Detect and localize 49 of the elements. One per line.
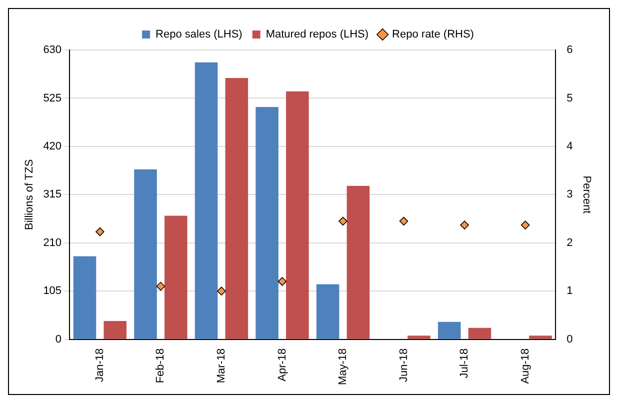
bar (256, 106, 278, 339)
bar (529, 336, 552, 339)
y-tick-label: 315 (43, 188, 62, 201)
y2-tick-label: 6 (566, 44, 573, 56)
y-tick-label: 420 (43, 140, 62, 152)
x-tick-label: Feb-18 (154, 348, 167, 384)
bar (316, 284, 340, 339)
x-tick-label: Jan-18 (94, 348, 106, 382)
bar (346, 186, 370, 339)
point (399, 216, 408, 226)
y-tick-label: 630 (43, 44, 62, 56)
x-tick-label: May-18 (337, 348, 350, 386)
y2-tick-label: 4 (566, 140, 573, 152)
point (96, 227, 104, 236)
point (278, 277, 287, 286)
point (520, 220, 530, 230)
y-tick-label: 210 (43, 236, 62, 249)
x-tick-label: Mar-18 (216, 348, 228, 384)
bar (104, 320, 127, 339)
bar (73, 256, 96, 339)
bar (286, 91, 309, 339)
point (217, 286, 226, 296)
y2-tick-label: 3 (566, 188, 573, 201)
y2-tick-label: 0 (566, 333, 573, 346)
x-tick-label: Apr-18 (276, 348, 288, 382)
y-tick-label: 525 (43, 92, 62, 104)
y-tick-label: 0 (55, 333, 62, 346)
y2-tick-label: 2 (566, 236, 573, 249)
y-tick-label: 105 (43, 285, 62, 298)
y2-tick-label: 1 (566, 285, 573, 298)
bar (194, 62, 218, 339)
point (156, 282, 166, 291)
y2-tick-label: 5 (566, 92, 573, 104)
bar (438, 322, 461, 339)
y2-axis-title: Percent (580, 176, 592, 214)
x-tick-label: Aug-18 (519, 348, 532, 384)
point (338, 216, 348, 226)
bar (134, 169, 157, 339)
bar (408, 336, 430, 339)
bar (468, 328, 492, 339)
legend-label: Repo rate (RHS) (392, 28, 474, 41)
x-tick-label: Jul-18 (458, 348, 471, 378)
legend-label: Matured repos (LHS) (266, 28, 369, 41)
bar (164, 216, 188, 339)
legend-label: Repo sales (LHS) (156, 28, 242, 41)
y-axis-title: Billions of TZS (24, 159, 36, 230)
bar (225, 78, 248, 339)
point (460, 220, 469, 230)
x-tick-label: Jun-18 (398, 348, 410, 382)
